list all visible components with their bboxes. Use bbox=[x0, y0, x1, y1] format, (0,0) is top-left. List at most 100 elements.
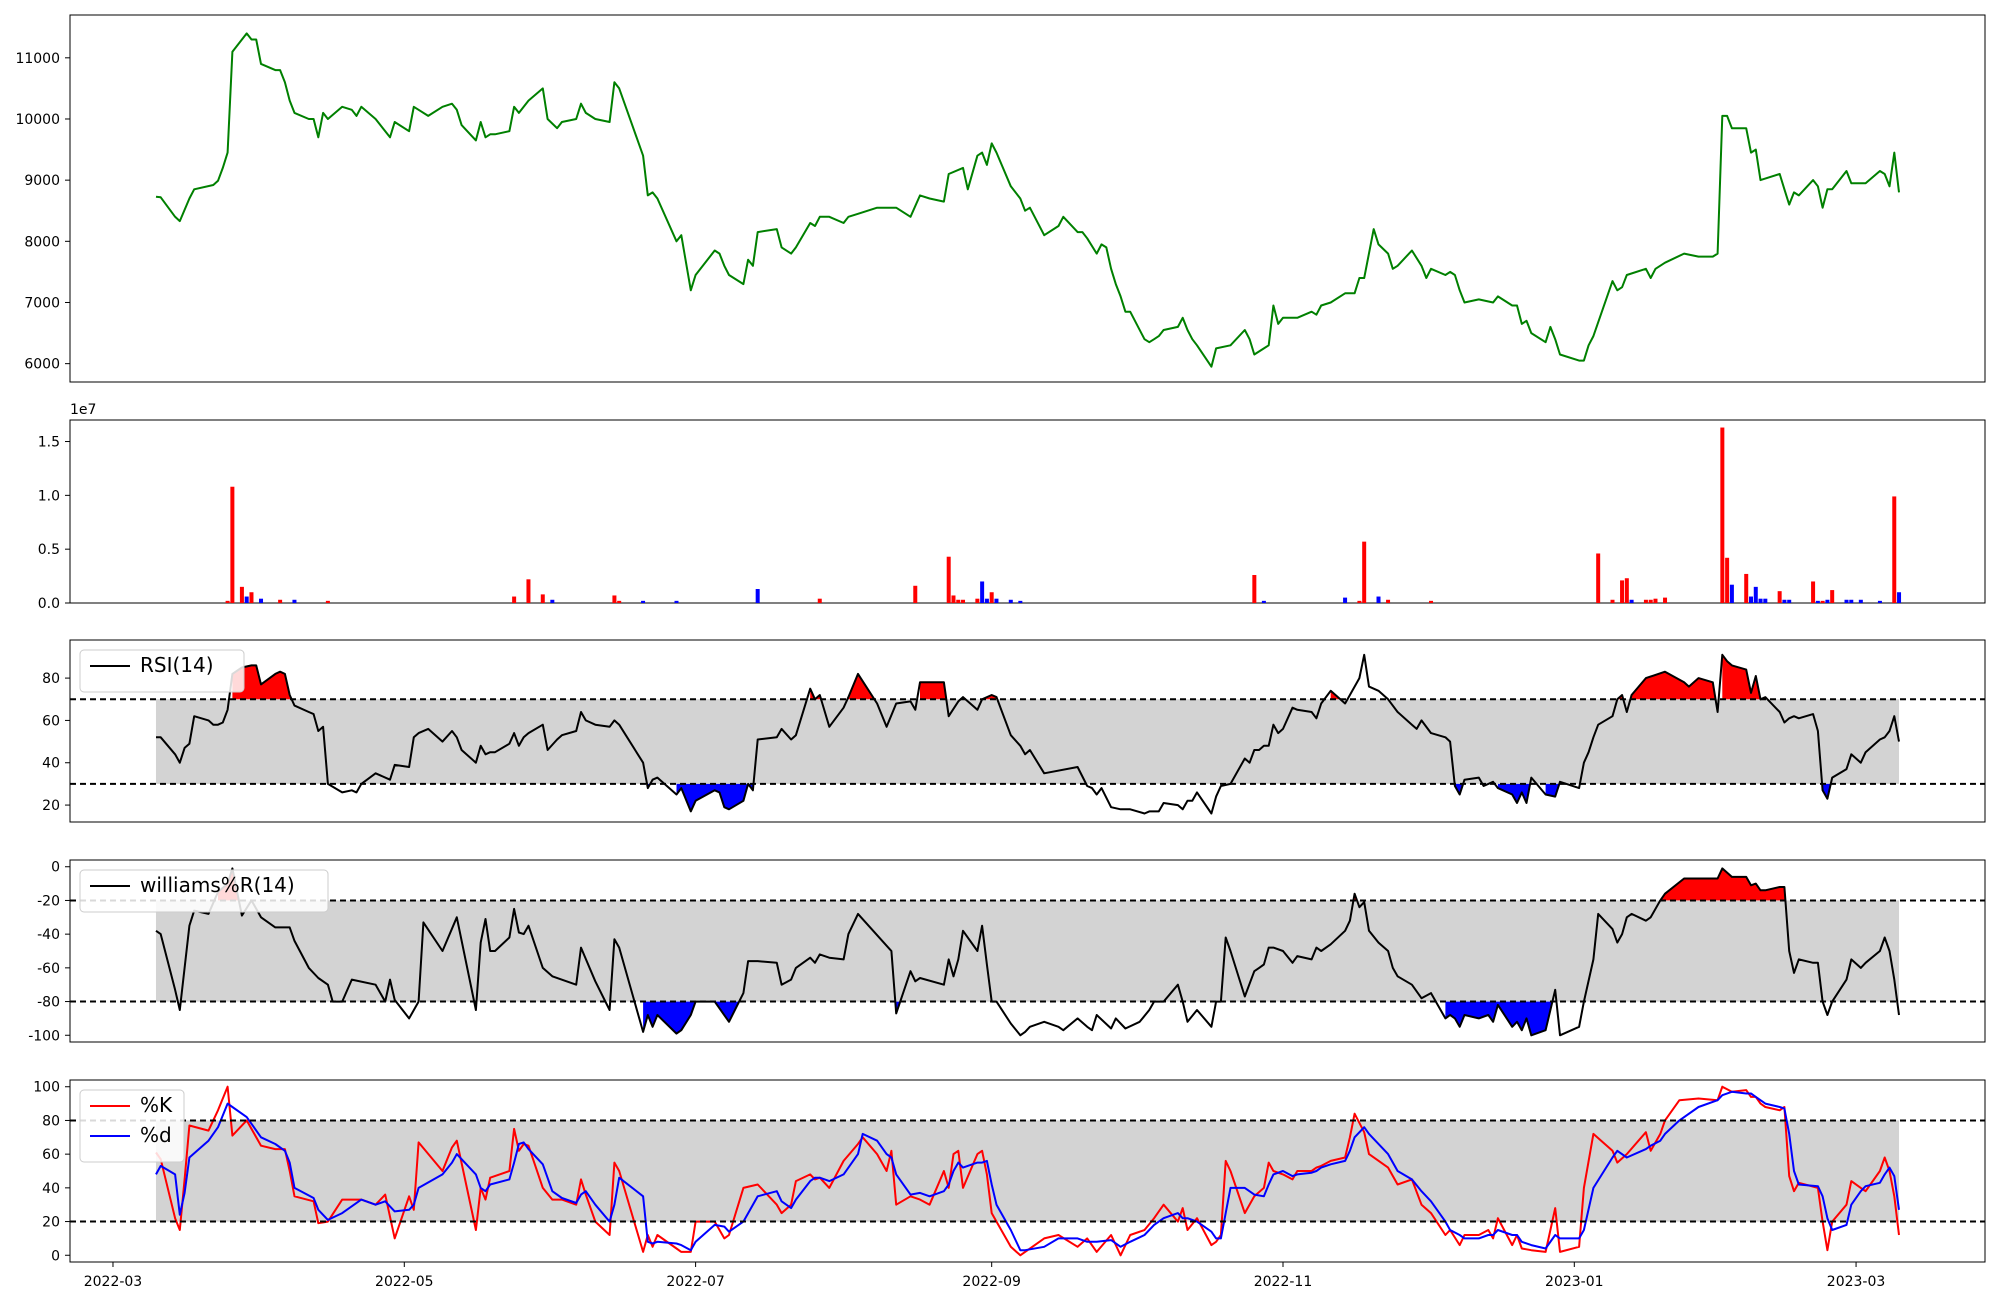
rsi-oversold-fill bbox=[676, 783, 754, 812]
rsi-ytick-label: 20 bbox=[42, 798, 60, 814]
rsi-oversold-fill bbox=[1497, 783, 1531, 803]
volume-bar bbox=[956, 599, 961, 603]
stoch-panel-frame bbox=[69, 1079, 1986, 1263]
volume-bar bbox=[1376, 596, 1381, 603]
volume-bar bbox=[1758, 598, 1763, 603]
volume-bar bbox=[980, 581, 985, 603]
williams-ytick-label: -40 bbox=[37, 927, 60, 943]
volume-ytick-label: 0.5 bbox=[38, 542, 60, 558]
rsi-legend: RSI(14) bbox=[79, 649, 245, 693]
rsi-line bbox=[156, 653, 1900, 815]
volume-bar bbox=[1877, 600, 1882, 603]
volume-bar bbox=[526, 579, 531, 603]
volume-bar bbox=[1820, 600, 1825, 603]
williams-ytick-label: 0 bbox=[51, 860, 60, 876]
volume-bar bbox=[1844, 599, 1849, 603]
rsi-band bbox=[155, 699, 1900, 784]
volume-bar bbox=[550, 599, 555, 603]
volume-bar bbox=[1648, 599, 1653, 603]
volume-bar bbox=[755, 589, 760, 603]
volume-bar bbox=[913, 585, 918, 603]
volume-bar bbox=[1663, 597, 1668, 603]
williams-ytick-label: -60 bbox=[37, 961, 60, 977]
volume-bar bbox=[1018, 600, 1023, 603]
williams-oversold-fill bbox=[1445, 1001, 1553, 1036]
rsi-overbought-fill bbox=[1722, 654, 1768, 700]
volume-ytick-label: 1.5 bbox=[38, 435, 60, 451]
volume-bar bbox=[1386, 599, 1391, 603]
rsi-panel-frame bbox=[69, 639, 1986, 823]
volume-ytick-label: 1.0 bbox=[38, 488, 60, 504]
volume-bar bbox=[641, 600, 646, 603]
volume-bar bbox=[1343, 597, 1348, 603]
volume-bar bbox=[1653, 598, 1658, 603]
x-tick-label: 2022-07 bbox=[666, 1274, 725, 1290]
volume-bar bbox=[1777, 591, 1782, 603]
volume-bar bbox=[1748, 596, 1753, 603]
volume-bar bbox=[674, 600, 679, 603]
volume-scale-label: 1e7 bbox=[70, 402, 96, 418]
stoch-ytick-label: 100 bbox=[33, 1080, 60, 1096]
volume-bar bbox=[1429, 600, 1434, 603]
volume-bar bbox=[1787, 599, 1792, 603]
volume-bar bbox=[244, 596, 249, 603]
stoch-legend-label: %d bbox=[140, 1123, 172, 1147]
x-tick-label: 2022-09 bbox=[962, 1274, 1021, 1290]
williams-legend-label: williams%R(14) bbox=[140, 873, 295, 897]
price-ytick-label: 9000 bbox=[24, 173, 60, 189]
volume-bar bbox=[1362, 541, 1367, 603]
volume-bar bbox=[1849, 599, 1854, 603]
price-ytick-label: 7000 bbox=[24, 295, 60, 311]
price-ytick-label: 8000 bbox=[24, 234, 60, 250]
rsi-ytick-label: 40 bbox=[42, 756, 60, 772]
rsi-ytick-label: 60 bbox=[42, 713, 60, 729]
williams-oversold-fill bbox=[643, 1001, 740, 1034]
williams-overbought-fill bbox=[1660, 868, 1786, 901]
rsi-oversold-fill bbox=[1822, 783, 1831, 799]
volume-bar bbox=[1782, 599, 1787, 603]
volume-bar bbox=[1815, 600, 1820, 603]
volume-bar bbox=[1830, 590, 1835, 603]
stoch-legend-label: %K bbox=[140, 1093, 173, 1117]
volume-bar bbox=[1261, 600, 1266, 603]
stoch-ytick-label: 80 bbox=[42, 1113, 60, 1129]
williams-line bbox=[155, 867, 1900, 1037]
volume-bar bbox=[1008, 599, 1013, 603]
volume-bar bbox=[1897, 592, 1902, 603]
williams-band bbox=[155, 900, 1900, 1002]
volume-bar bbox=[1720, 427, 1725, 603]
volume-bar bbox=[249, 592, 254, 603]
volume-bar bbox=[1753, 586, 1758, 603]
rsi-legend-box bbox=[79, 649, 245, 693]
volume-bar bbox=[1811, 581, 1816, 603]
volume-bar bbox=[961, 599, 966, 603]
volume-bar bbox=[1624, 578, 1629, 603]
volume-bar bbox=[225, 600, 230, 603]
rsi-oversold-fill bbox=[1454, 783, 1464, 795]
volume-bar bbox=[278, 599, 283, 603]
stoch-k-line bbox=[155, 1085, 1900, 1257]
stoch-ytick-label: 20 bbox=[42, 1215, 60, 1231]
volume-bar bbox=[1729, 584, 1734, 603]
x-tick-label: 2022-05 bbox=[375, 1274, 434, 1290]
volume-bar bbox=[292, 599, 297, 603]
price-ytick-label: 6000 bbox=[24, 357, 60, 373]
price-ytick-label: 11000 bbox=[15, 51, 60, 67]
rsi-overbought-fill bbox=[1631, 671, 1716, 700]
rsi-legend-label: RSI(14) bbox=[140, 653, 214, 677]
williams-legend: williams%R(14) bbox=[79, 869, 329, 913]
rsi-overbought-fill bbox=[920, 682, 947, 700]
volume-bar bbox=[230, 486, 235, 603]
volume-bar bbox=[1825, 599, 1830, 603]
rsi-ytick-label: 80 bbox=[42, 671, 60, 687]
volume-bar bbox=[1629, 599, 1634, 603]
williams-legend-box bbox=[79, 869, 329, 913]
williams-ytick-label: -20 bbox=[37, 893, 60, 909]
volume-bar bbox=[617, 600, 622, 603]
williams-ytick-label: -80 bbox=[37, 995, 60, 1011]
volume-bar bbox=[946, 556, 951, 603]
x-tick-label: 2023-01 bbox=[1545, 1274, 1604, 1290]
stoch-ytick-label: 0 bbox=[51, 1248, 60, 1264]
volume-bar bbox=[984, 598, 989, 603]
